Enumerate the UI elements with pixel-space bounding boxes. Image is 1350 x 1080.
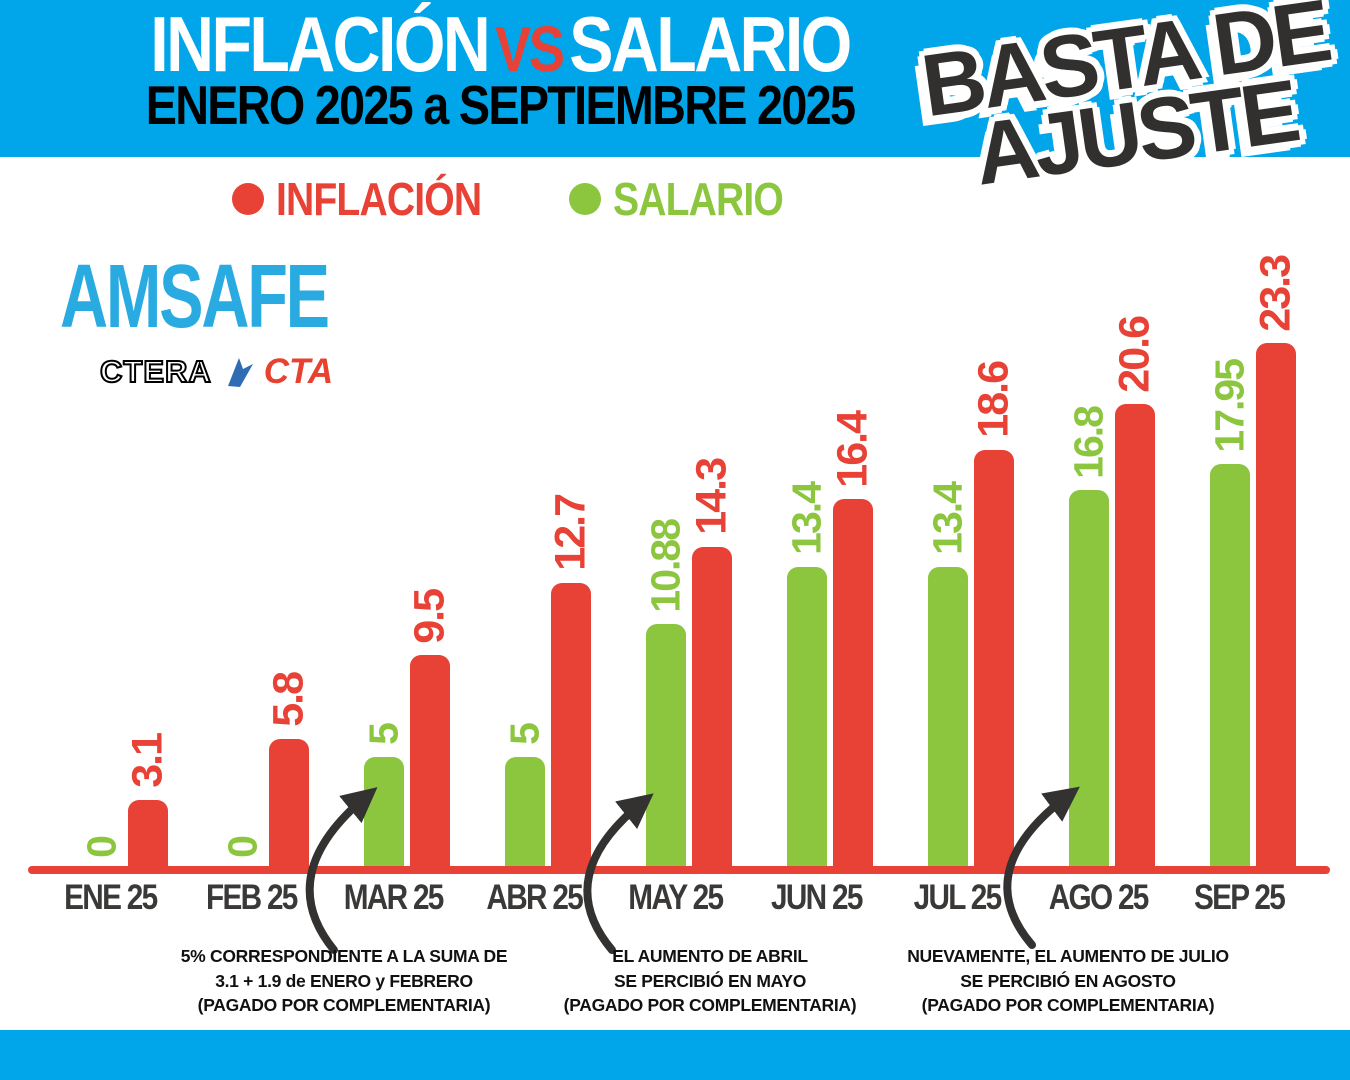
month-label: MAY 25 <box>604 878 745 918</box>
annotation-1: 5% CORRESPONDIENTE A LA SUMA DE 3.1 + 1.9… <box>168 944 520 1018</box>
salario-bar: 10.88 <box>642 520 688 870</box>
annotation-line: EL AUMENTO DE ABRIL <box>612 946 808 966</box>
inflacion-value-label: 23.3 <box>1251 255 1300 332</box>
chart-baseline <box>28 866 1330 874</box>
inflacion-value-label: 5.8 <box>264 673 313 727</box>
inflacion-bar: 5.8 <box>264 673 312 870</box>
salario-value-label: 0 <box>78 837 125 858</box>
month-label-text: SEP 25 <box>1194 878 1286 917</box>
inflacion-value-label: 18.6 <box>969 361 1018 438</box>
month-label-text: MAY 25 <box>627 878 724 917</box>
annotation-line: (PAGADO POR COMPLEMENTARIA) <box>563 995 857 1015</box>
salario-dot <box>569 183 602 215</box>
salario-value-label: 10.88 <box>642 519 689 613</box>
inflacion-bar: 12.7 <box>546 495 594 870</box>
month-label: FEB 25 <box>181 878 322 918</box>
salario-bar: 5 <box>360 724 406 870</box>
salario-bar: 13.4 <box>925 483 971 870</box>
annotation-line: SE PERCIBIÓ EN MAYO <box>613 970 807 991</box>
salario-bar: 5 <box>501 724 547 870</box>
title-vs: VS <box>495 13 565 85</box>
month-label: MAR 25 <box>322 878 463 918</box>
bar-group-6: 13.4 16.4 <box>760 412 901 870</box>
cta-logo: CTA <box>263 352 334 391</box>
inflacion-bar: 18.6 <box>970 362 1018 870</box>
inflacion-value-label: 12.7 <box>546 495 595 571</box>
bar-group-1: 0 3.1 <box>54 734 195 870</box>
page-title: INFLACIÓN VSSALARIO <box>75 3 925 86</box>
bar-group-8: 16.8 20.6 <box>1042 317 1183 870</box>
month-label: JUL 25 <box>887 878 1028 918</box>
annotation-2: EL AUMENTO DE ABRIL SE PERCIBIÓ EN MAYO (P… <box>560 944 860 1018</box>
page-subtitle: ENERO 2025 a SEPTIEMBRE 2025 <box>145 73 856 136</box>
month-label-text: AGO 25 <box>1048 878 1150 917</box>
header-band <box>0 0 1350 157</box>
salario-bar: 13.4 <box>784 483 830 870</box>
inflacion-value-label: 14.3 <box>687 459 736 535</box>
month-label-text: JUL 25 <box>913 878 1003 917</box>
title-salario: SALARIO <box>569 0 852 88</box>
annotation-line: (PAGADO POR COMPLEMENTARIA) <box>197 995 491 1015</box>
month-label: SEP 25 <box>1169 878 1310 918</box>
month-label: JUN 25 <box>746 878 887 918</box>
footer-band <box>0 1030 1350 1080</box>
salario-value-label: 16.8 <box>1065 406 1112 479</box>
bar-groups: 0 3.1 0 5.8 5 9.5 5 12.7 10.88 14.3 13.4 16.4 13.4 18… <box>54 0 1324 870</box>
header: INFLACIÓN VSSALARIO ENERO 2025 a SEPTIEMB… <box>0 3 1000 136</box>
inflacion-bar: 23.3 <box>1252 256 1300 870</box>
bird-icon <box>226 356 254 393</box>
annotation-line: (PAGADO POR COMPLEMENTARIA) <box>921 995 1215 1015</box>
title-inflacion: INFLACIÓN <box>150 0 491 88</box>
inflacion-value-label: 9.5 <box>405 589 454 644</box>
bar-group-4: 5 12.7 <box>477 495 618 870</box>
legend-item-salario: SALARIO <box>569 172 813 226</box>
month-label: AGO 25 <box>1028 878 1169 918</box>
bar-group-3: 5 9.5 <box>336 590 477 870</box>
month-label-text: MAR 25 <box>343 878 444 917</box>
ctera-logo: CTERA <box>99 353 212 390</box>
month-label-text: ABR 25 <box>486 878 583 917</box>
inflacion-value-label: 3.1 <box>123 734 172 788</box>
inflacion-bar: 20.6 <box>1111 317 1159 870</box>
salario-value-label: 5 <box>501 724 548 745</box>
inflacion-bar: 14.3 <box>687 459 735 870</box>
bar-group-9: 17.95 23.3 <box>1183 256 1324 870</box>
legend: INFLACIÓN SALARIO <box>0 172 1045 226</box>
legend-item-inflacion: INFLACIÓN <box>231 172 517 226</box>
month-label-text: ENE 25 <box>64 878 158 917</box>
salario-bar: 17.95 <box>1207 360 1253 870</box>
bar-group-2: 0 5.8 <box>195 673 336 870</box>
month-label-text: JUN 25 <box>770 878 863 917</box>
salario-value-label: 17.95 <box>1206 359 1253 453</box>
inflacion-value-label: 16.4 <box>828 411 877 488</box>
inflacion-bar: 3.1 <box>123 734 171 870</box>
amsafe-logo: AMSAFE <box>60 247 330 347</box>
union-logos: CTERA CTA <box>99 352 334 393</box>
month-label: ABR 25 <box>463 878 604 918</box>
salario-value-label: 5 <box>360 724 407 745</box>
bar-group-5: 10.88 14.3 <box>618 459 759 870</box>
month-label: ENE 25 <box>40 878 181 918</box>
salario-value-label: 13.4 <box>783 483 830 556</box>
annotation-line: 3.1 + 1.9 de ENERO y FEBRERO <box>215 970 473 991</box>
annotation-line: 5% CORRESPONDIENTE A LA SUMA DE <box>180 946 508 966</box>
inflacion-bar: 9.5 <box>405 590 453 870</box>
annotation-line: NUEVAMENTE, EL AUMENTO DE JULIO <box>907 946 1229 966</box>
bar-group-7: 13.4 18.6 <box>901 362 1042 870</box>
legend-label-inflacion: INFLACIÓN <box>275 173 482 225</box>
salario-value-label: 0 <box>219 837 266 858</box>
inflacion-bar: 16.4 <box>829 412 877 870</box>
salario-value-label: 13.4 <box>924 483 971 556</box>
annotation-3: NUEVAMENTE, EL AUMENTO DE JULIO SE PERCIB… <box>888 944 1248 1018</box>
annotation-line: SE PERCIBIÓ EN AGOSTO <box>960 970 1176 991</box>
legend-label-salario: SALARIO <box>613 173 784 225</box>
inflacion-value-label: 20.6 <box>1110 316 1159 393</box>
salario-bar: 16.8 <box>1066 407 1112 870</box>
inflacion-dot <box>231 183 264 215</box>
month-label-text: FEB 25 <box>206 878 298 917</box>
month-labels: ENE 25 FEB 25 MAR 25 ABR 25 MAY 25 JUN 25 JUL … <box>40 878 1310 918</box>
